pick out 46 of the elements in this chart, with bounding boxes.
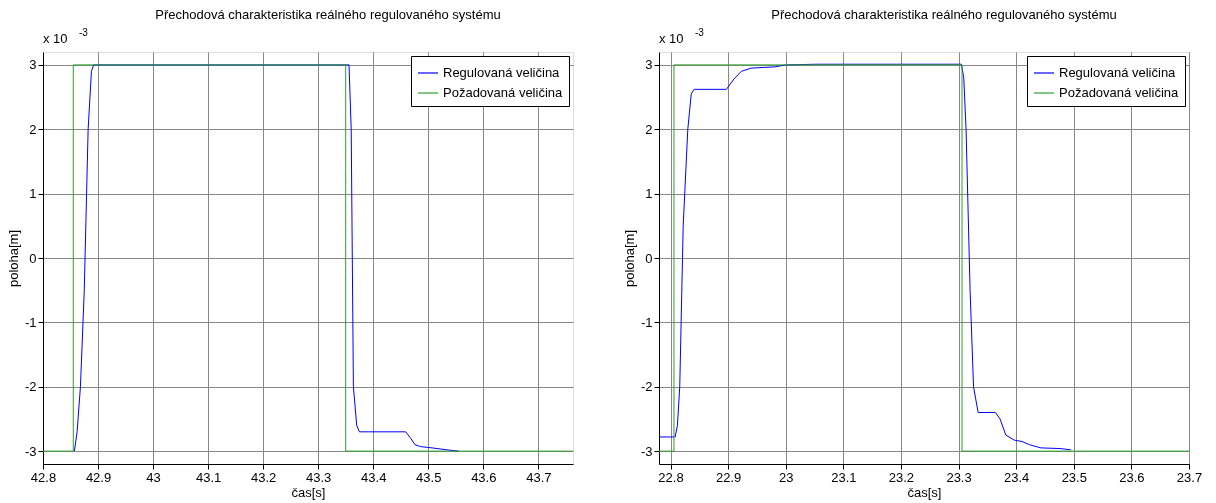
y-tick-label: 0 [645, 250, 653, 266]
x-tick-label: 23.2 [888, 469, 915, 485]
y-tick-label: 3 [29, 57, 37, 73]
x-tick-label: 22.9 [715, 469, 742, 485]
x-tick-label: 43.4 [361, 469, 387, 485]
x-tick-label: 43.6 [471, 469, 497, 485]
legend-label: Regulovaná veličina [1059, 65, 1177, 80]
x-tick-label: 23.3 [946, 469, 972, 485]
chart-title: Přechodová charakteristika reálného regulovaného systému [771, 7, 1117, 22]
y-tick-label: 2 [29, 121, 37, 137]
x-tick-label: 43.3 [306, 469, 332, 485]
x-axis-title: čas[s] [907, 484, 942, 500]
legend-label: Požadovaná veličina [443, 85, 564, 100]
y-tick-label: 2 [645, 121, 653, 137]
x-tick-label: 42.8 [30, 469, 57, 485]
y-tick-label: -2 [640, 379, 653, 395]
x-tick-label: 23 [779, 469, 794, 485]
y-axis-title: poloha[m] [621, 229, 637, 288]
y-tick-label: 1 [29, 186, 37, 202]
x-tick-label: 23.6 [1119, 469, 1145, 485]
y-tick-label: -2 [24, 379, 37, 395]
legend-label: Regulovaná veličina [443, 65, 561, 80]
y-tick-label: 0 [29, 250, 37, 266]
x-tick-label: 43 [146, 469, 161, 485]
y-axis-title: poloha[m] [5, 229, 21, 288]
y-tick-label: -3 [24, 443, 37, 459]
y-tick-label: 1 [645, 186, 653, 202]
chart-title: Přechodová charakteristika reálného regulovaného systému [155, 7, 501, 22]
x-tick-label: 43.5 [416, 469, 442, 485]
x-tick-label: 23.1 [831, 469, 857, 485]
x-axis-title: čas[s] [291, 484, 326, 500]
y-tick-label: -1 [24, 314, 37, 330]
x-tick-label: 43.2 [250, 469, 277, 485]
legend-label: Požadovaná veličina [1059, 85, 1180, 100]
x-tick-label: 43.7 [526, 469, 552, 485]
y-tick-label: -3 [640, 443, 653, 459]
y-tick-label: 3 [645, 57, 653, 73]
x-tick-label: 43.1 [195, 469, 222, 485]
x-tick-label: 23.7 [1176, 469, 1203, 485]
x-tick-label: 23.5 [1061, 469, 1087, 485]
x-tick-label: 23.4 [1004, 469, 1030, 485]
y-tick-label: -1 [640, 314, 653, 330]
text: x 10-3 [43, 27, 89, 46]
x-tick-label: 42.9 [85, 469, 112, 485]
text: x 10-3 [659, 27, 705, 46]
x-tick-label: 22.8 [658, 469, 684, 485]
